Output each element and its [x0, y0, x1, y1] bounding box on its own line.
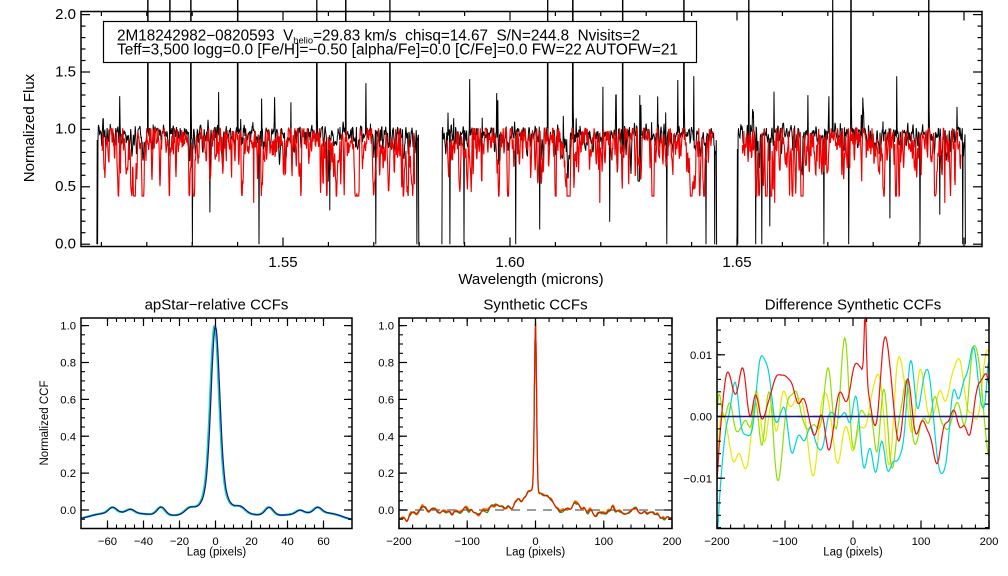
svg-text:0.2: 0.2: [378, 468, 394, 480]
svg-text:0.8: 0.8: [60, 358, 76, 370]
svg-text:100: 100: [912, 536, 931, 548]
svg-text:0.4: 0.4: [378, 431, 394, 443]
svg-text:60: 60: [317, 536, 330, 548]
svg-text:1.55: 1.55: [268, 254, 297, 271]
svg-text:Teff=3,500 logg=0.0 [Fe/H]=−0.: Teff=3,500 logg=0.0 [Fe/H]=−0.50 [alpha/…: [117, 41, 678, 58]
svg-text:200: 200: [663, 536, 682, 548]
svg-text:1.65: 1.65: [722, 254, 751, 271]
svg-text:−200: −200: [704, 536, 729, 548]
svg-text:0.01: 0.01: [690, 350, 712, 362]
svg-text:Lag (pixels): Lag (pixels): [823, 547, 883, 559]
svg-text:0: 0: [850, 536, 856, 548]
svg-text:1.0: 1.0: [60, 321, 76, 333]
svg-text:Difference Synthetic CCFs: Difference Synthetic CCFs: [765, 297, 941, 314]
svg-text:1.0: 1.0: [378, 321, 394, 333]
svg-text:0.00: 0.00: [690, 412, 712, 424]
svg-text:−100: −100: [772, 536, 797, 548]
svg-text:20: 20: [245, 536, 258, 548]
svg-text:0: 0: [212, 536, 218, 548]
svg-text:2.0: 2.0: [55, 6, 76, 23]
svg-text:apStar−relative CCFs: apStar−relative CCFs: [145, 297, 289, 314]
svg-text:1.60: 1.60: [495, 254, 524, 271]
svg-text:−100: −100: [454, 536, 479, 548]
svg-text:−0.01: −0.01: [683, 473, 712, 485]
svg-text:Normalized CCF: Normalized CCF: [39, 381, 51, 466]
svg-text:Wavelength (microns): Wavelength (microns): [458, 271, 603, 288]
svg-text:0.6: 0.6: [60, 395, 76, 407]
svg-text:−40: −40: [134, 536, 153, 548]
svg-text:40: 40: [281, 536, 294, 548]
svg-text:0.8: 0.8: [378, 358, 394, 370]
svg-text:0.0: 0.0: [55, 236, 76, 253]
svg-text:0.6: 0.6: [378, 395, 394, 407]
svg-text:1.5: 1.5: [55, 63, 76, 80]
svg-text:Lag (pixels): Lag (pixels): [506, 547, 566, 559]
svg-text:200: 200: [980, 536, 999, 548]
svg-text:0.0: 0.0: [60, 505, 76, 517]
svg-text:1.0: 1.0: [55, 121, 76, 138]
svg-text:2M18242982−0820593 Vhelio=29.: 2M18242982−0820593 Vhelio=29.83 km/s chi…: [117, 27, 640, 46]
svg-text:Synthetic CCFs: Synthetic CCFs: [483, 297, 587, 314]
svg-text:0.4: 0.4: [60, 431, 76, 443]
svg-text:Lag (pixels): Lag (pixels): [187, 547, 247, 559]
svg-text:−200: −200: [386, 536, 411, 548]
svg-text:100: 100: [594, 536, 613, 548]
svg-text:0: 0: [532, 536, 538, 548]
svg-text:0.5: 0.5: [55, 178, 76, 195]
svg-text:−20: −20: [170, 536, 189, 548]
svg-text:Normalized Flux: Normalized Flux: [21, 73, 38, 182]
svg-text:0.0: 0.0: [378, 505, 394, 517]
svg-text:−60: −60: [98, 536, 117, 548]
svg-text:0.2: 0.2: [60, 468, 76, 480]
